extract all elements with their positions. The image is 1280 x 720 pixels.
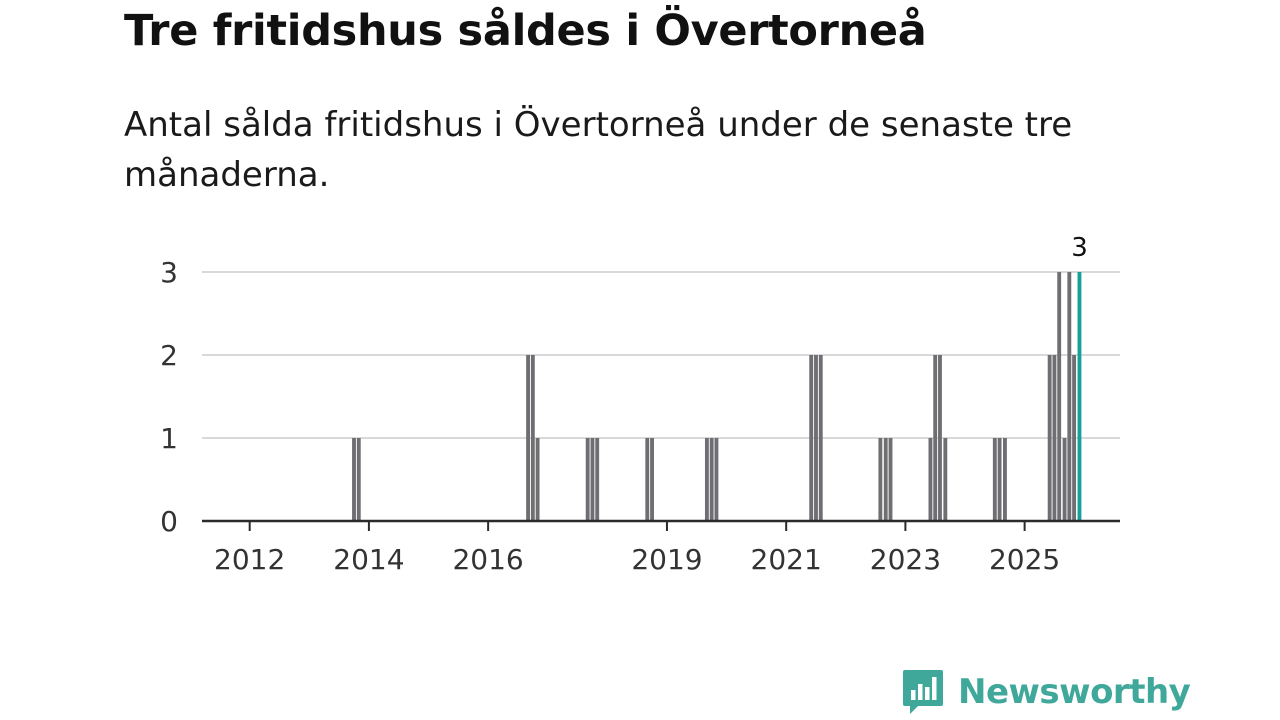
axes <box>202 519 1120 531</box>
bar <box>650 438 654 521</box>
bar <box>1067 272 1072 521</box>
bar <box>590 438 595 521</box>
bar <box>1052 355 1057 521</box>
labels: 0 1 2 3 3 2012 2014 2016 2019 2021 2023 2025 <box>160 233 1088 576</box>
bar <box>818 355 823 521</box>
bar <box>714 438 719 521</box>
bar <box>883 438 888 521</box>
bar <box>595 438 600 521</box>
bar <box>535 438 540 521</box>
bar <box>943 438 948 521</box>
y-tick-label-3: 3 <box>160 256 178 289</box>
bar <box>888 438 893 521</box>
bar <box>709 438 714 521</box>
brand-name: Newsworthy <box>958 672 1191 712</box>
bar <box>1072 355 1077 521</box>
x-tick-label-2023: 2023 <box>870 543 941 576</box>
bar <box>530 355 535 521</box>
x-tick-label-2021: 2021 <box>751 543 822 576</box>
bar <box>992 438 997 521</box>
x-tick-label-2012: 2012 <box>214 543 285 576</box>
chart-title: Tre fritidshus såldes i Övertorneå <box>124 6 927 56</box>
bars <box>352 272 1082 521</box>
bar <box>814 355 818 521</box>
bar <box>938 355 942 521</box>
x-tick-label-2025: 2025 <box>989 543 1060 576</box>
bar <box>1057 272 1062 521</box>
bar <box>352 438 356 521</box>
bar <box>1062 438 1067 521</box>
y-tick-label-0: 0 <box>160 505 178 538</box>
bar <box>928 438 933 521</box>
bar <box>645 438 650 521</box>
bar <box>933 355 938 521</box>
bar-latest <box>1077 272 1082 521</box>
data-label-latest: 3 <box>1071 233 1088 263</box>
bar <box>997 438 1002 521</box>
bar <box>878 438 883 521</box>
x-tick-label-2014: 2014 <box>333 543 404 576</box>
bar <box>526 355 530 521</box>
bar <box>1003 438 1007 521</box>
x-tick-label-2019: 2019 <box>631 543 702 576</box>
bar <box>1047 355 1052 521</box>
x-tick-label-2016: 2016 <box>452 543 523 576</box>
y-tick-label-2: 2 <box>160 339 178 372</box>
brand-logo: Newsworthy <box>902 668 1191 716</box>
bar <box>809 355 814 521</box>
y-tick-label-1: 1 <box>160 422 178 455</box>
bar <box>585 438 590 521</box>
bar <box>704 438 709 521</box>
bar <box>356 438 361 521</box>
bar-chart-speech-bubble-icon <box>903 670 943 714</box>
chart-subtitle: Antal sålda fritidshus i Övertorneå unde… <box>124 105 1073 195</box>
gridlines <box>202 271 1120 439</box>
